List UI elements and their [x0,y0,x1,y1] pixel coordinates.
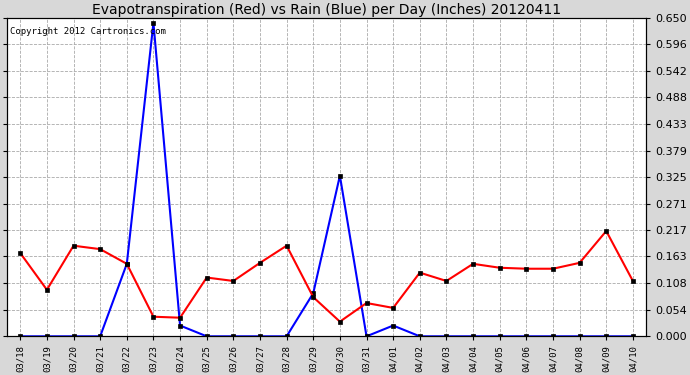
Text: Copyright 2012 Cartronics.com: Copyright 2012 Cartronics.com [10,27,166,36]
Title: Evapotranspiration (Red) vs Rain (Blue) per Day (Inches) 20120411: Evapotranspiration (Red) vs Rain (Blue) … [92,3,561,17]
